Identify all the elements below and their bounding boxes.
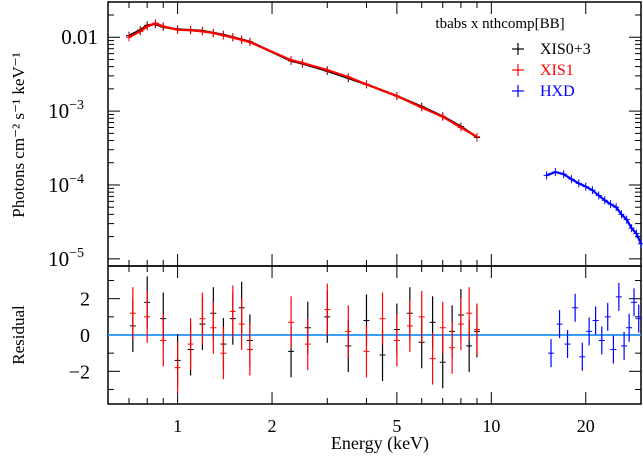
residual-tick-marks: [107, 266, 642, 404]
y-tick-label: 10−3: [48, 98, 84, 123]
spectrum-tick-marks: [107, 1, 642, 266]
series-hxd: [543, 167, 643, 248]
x-tick-labels: 1 2 5 10 20: [173, 416, 595, 436]
y-tick-label: 0.01: [61, 25, 98, 49]
residual-series-xis1: [129, 283, 480, 394]
legend-entry: HXD: [512, 83, 575, 100]
legend-entry: XIS0+3: [512, 41, 591, 58]
series-xis0-3: [126, 20, 480, 142]
spectrum-model-title: tbabs x nthcomp[BB]: [435, 16, 564, 32]
x-tick-label: 10: [482, 416, 500, 436]
spectrum-y-tick-labels: 10−5 10−4 10−3 0.01: [48, 25, 98, 271]
y-tick-label: 2: [80, 289, 90, 311]
legend: XIS0+3 XIS1 HXD: [512, 41, 591, 100]
y-tick-label: 10−4: [48, 172, 84, 197]
x-tick-label: 1: [173, 416, 182, 436]
series-line: [128, 22, 478, 138]
y-tick-label: −2: [69, 361, 90, 383]
residual-y-tick-labels: −2 0 2: [69, 289, 90, 384]
x-tick-label: 20: [577, 416, 595, 436]
spectrum-panel: 10−5 10−4 10−3 0.01 tbabs x nthcomp[BB] Pho…: [9, 1, 643, 271]
spectrum-data-points: [126, 19, 643, 248]
x-axis-label: Energy (keV): [331, 433, 429, 454]
residual-series-hxd: [548, 282, 642, 371]
x-tick-label: 5: [392, 416, 401, 436]
legend-entry: XIS1: [512, 62, 574, 79]
x-tick-label: 2: [268, 416, 277, 436]
series-line: [128, 23, 478, 139]
residual-y-axis-label: Residual: [9, 305, 28, 365]
legend-label: HXD: [540, 83, 575, 100]
legend-label: XIS1: [540, 62, 574, 79]
spectrum-y-axis-label: Photons cm⁻² s⁻¹ keV⁻¹: [9, 52, 28, 217]
residual-panel: −2 0 2 1 2 5 10 20 Residual Energy (keV): [9, 265, 642, 454]
legend-label: XIS0+3: [540, 41, 591, 58]
y-tick-label: 10−5: [48, 246, 84, 271]
series-line: [546, 170, 643, 245]
series-xis1: [126, 19, 480, 141]
residual-data-points: [129, 276, 642, 394]
y-tick-label: 0: [80, 325, 90, 347]
residual-series-xis0-3: [129, 276, 480, 389]
